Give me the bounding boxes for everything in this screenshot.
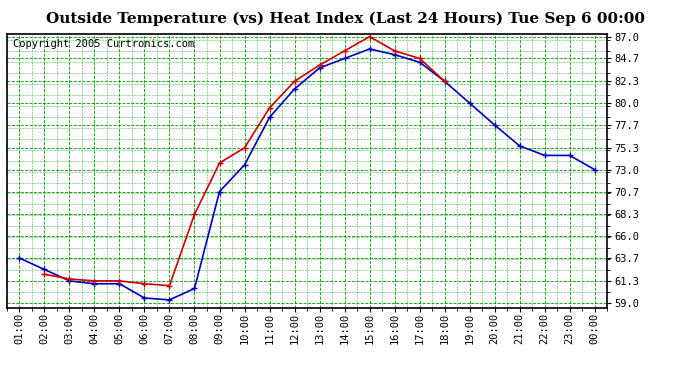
Text: Outside Temperature (vs) Heat Index (Last 24 Hours) Tue Sep 6 00:00: Outside Temperature (vs) Heat Index (Las…	[46, 11, 644, 26]
Text: Copyright 2005 Curtronics.com: Copyright 2005 Curtronics.com	[13, 39, 194, 49]
